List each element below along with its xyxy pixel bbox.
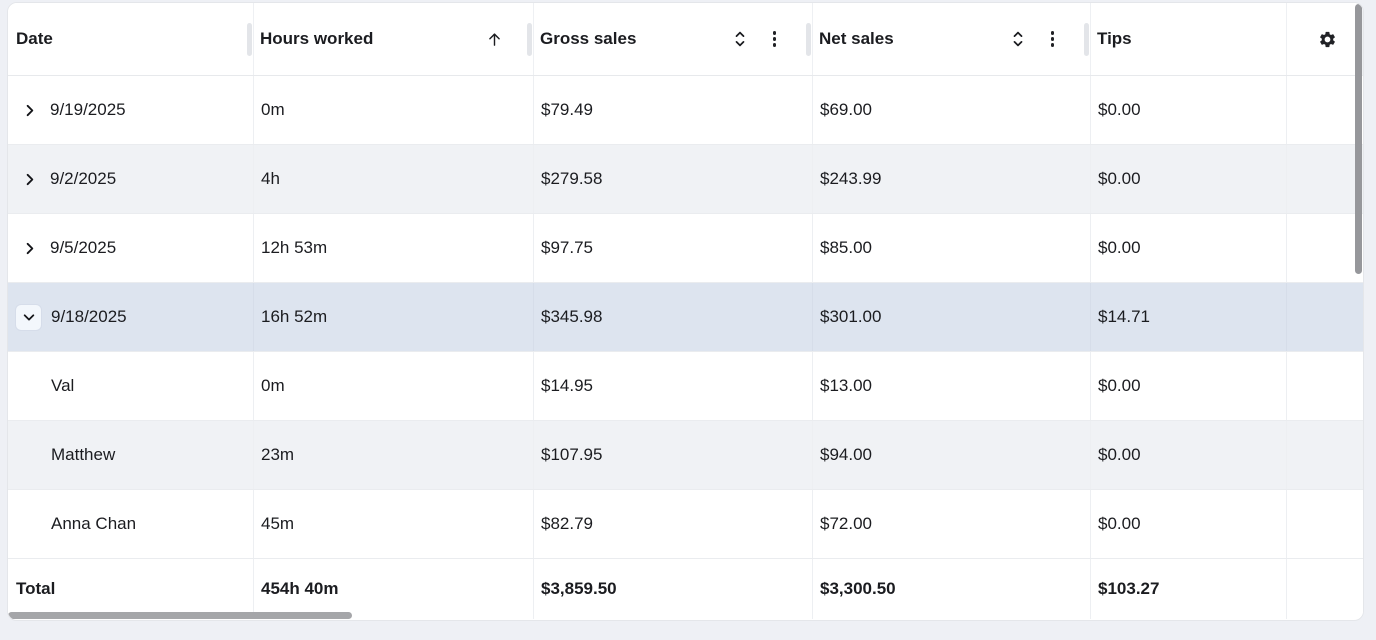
- total-net-sales-cell: $3,300.50: [813, 559, 1091, 619]
- net-sales-cell: $13.00: [813, 352, 1091, 420]
- gross-sales-cell: $82.79: [534, 490, 813, 558]
- hours-cell: 4h: [254, 145, 534, 213]
- table-header-row: Date Hours worked Gross sales Net sales: [8, 3, 1363, 76]
- tips-cell: $0.00: [1091, 352, 1287, 420]
- table-row-group[interactable]: 9/19/2025 0m $79.49 $69.00 $0.00: [8, 76, 1363, 145]
- column-header-gross-sales[interactable]: Gross sales: [534, 3, 813, 75]
- sort-toggle-icon[interactable]: [733, 30, 747, 48]
- sort-ascending-arrow-icon[interactable]: [486, 30, 503, 49]
- hours-cell: 23m: [254, 421, 534, 489]
- horizontal-scrollbar-thumb[interactable]: [8, 612, 352, 619]
- column-label-date: Date: [16, 29, 53, 48]
- column-resize-handle[interactable]: [527, 23, 532, 56]
- gross-sales-cell: $97.75: [534, 214, 813, 282]
- table-settings-button[interactable]: [1287, 3, 1363, 75]
- column-resize-handle[interactable]: [1084, 23, 1089, 56]
- total-tips-cell: $103.27: [1091, 559, 1287, 619]
- hours-cell: 16h 52m: [254, 283, 534, 351]
- tips-cell: $0.00: [1091, 490, 1287, 558]
- column-resize-handle[interactable]: [247, 23, 252, 56]
- table-row-detail: Val 0m $14.95 $13.00 $0.00: [8, 352, 1363, 421]
- total-label: Total: [8, 559, 254, 619]
- hours-cell: 0m: [254, 76, 534, 144]
- vertical-scrollbar-thumb[interactable]: [1355, 4, 1362, 274]
- gross-sales-cell: $79.49: [534, 76, 813, 144]
- table-row-group[interactable]: 9/5/2025 12h 53m $97.75 $85.00 $0.00: [8, 214, 1363, 283]
- net-sales-cell: $243.99: [813, 145, 1091, 213]
- gross-sales-cell: $14.95: [534, 352, 813, 420]
- hours-cell: 45m: [254, 490, 534, 558]
- tips-cell: $0.00: [1091, 421, 1287, 489]
- column-header-tips[interactable]: Tips: [1091, 3, 1287, 75]
- collapse-row-button[interactable]: [15, 303, 42, 331]
- chevron-right-icon[interactable]: [22, 172, 37, 187]
- date-cell: 9/19/2025: [50, 100, 126, 119]
- table-row-detail: Matthew 23m $107.95 $94.00 $0.00: [8, 421, 1363, 490]
- gear-icon[interactable]: [1318, 30, 1337, 49]
- date-cell: 9/5/2025: [50, 238, 117, 257]
- total-gross-sales-cell: $3,859.50: [534, 559, 813, 619]
- gross-sales-cell: $107.95: [534, 421, 813, 489]
- net-sales-cell: $94.00: [813, 421, 1091, 489]
- hours-cell: 12h 53m: [254, 214, 534, 282]
- employee-name-cell: Val: [8, 352, 254, 420]
- net-sales-cell: $69.00: [813, 76, 1091, 144]
- sort-toggle-icon[interactable]: [1011, 30, 1025, 48]
- tips-cell: $0.00: [1091, 145, 1287, 213]
- tips-cell: $0.00: [1091, 214, 1287, 282]
- hours-cell: 0m: [254, 352, 534, 420]
- chevron-right-icon[interactable]: [22, 103, 37, 118]
- chevron-down-icon: [22, 310, 36, 324]
- employee-name-cell: Anna Chan: [8, 490, 254, 558]
- sales-report-table: Date Hours worked Gross sales Net sales: [7, 2, 1364, 621]
- column-resize-handle[interactable]: [806, 23, 811, 56]
- employee-name-cell: Matthew: [8, 421, 254, 489]
- gross-sales-cell: $279.58: [534, 145, 813, 213]
- column-label-hours-worked: Hours worked: [260, 29, 374, 48]
- date-cell: 9/18/2025: [51, 307, 127, 326]
- tips-cell: $14.71: [1091, 283, 1287, 351]
- column-header-date[interactable]: Date: [8, 3, 254, 75]
- column-menu-kebab-icon[interactable]: [1049, 29, 1057, 49]
- column-label-tips: Tips: [1097, 29, 1132, 48]
- net-sales-cell: $85.00: [813, 214, 1091, 282]
- table-total-row: Total 454h 40m $3,859.50 $3,300.50 $103.…: [8, 559, 1363, 619]
- gross-sales-cell: $345.98: [534, 283, 813, 351]
- column-label-net-sales: Net sales: [819, 29, 894, 48]
- column-menu-kebab-icon[interactable]: [771, 29, 779, 49]
- table-row-detail: Anna Chan 45m $82.79 $72.00 $0.00: [8, 490, 1363, 559]
- date-cell: 9/2/2025: [50, 169, 117, 188]
- total-hours-cell: 454h 40m: [254, 559, 534, 619]
- table-row-group[interactable]: 9/2/2025 4h $279.58 $243.99 $0.00: [8, 145, 1363, 214]
- column-label-gross-sales: Gross sales: [540, 29, 637, 48]
- chevron-right-icon[interactable]: [22, 241, 37, 256]
- column-header-net-sales[interactable]: Net sales: [813, 3, 1091, 75]
- net-sales-cell: $301.00: [813, 283, 1091, 351]
- column-header-hours-worked[interactable]: Hours worked: [254, 3, 534, 75]
- net-sales-cell: $72.00: [813, 490, 1091, 558]
- tips-cell: $0.00: [1091, 76, 1287, 144]
- table-row-group-expanded[interactable]: 9/18/2025 16h 52m $345.98 $301.00 $14.71: [8, 283, 1363, 352]
